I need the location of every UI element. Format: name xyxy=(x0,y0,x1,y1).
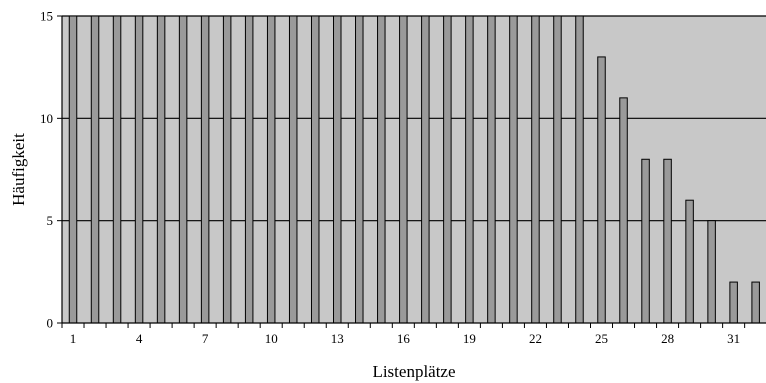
bar xyxy=(597,56,606,324)
x-tick-label: 31 xyxy=(727,331,740,346)
bar xyxy=(553,15,562,324)
bar xyxy=(531,15,540,324)
x-tick-label: 7 xyxy=(202,331,209,346)
bar xyxy=(663,158,672,324)
bar xyxy=(377,15,386,324)
bar xyxy=(156,15,166,324)
bar xyxy=(68,15,78,324)
y-tick-label: 15 xyxy=(40,9,53,24)
bar xyxy=(619,97,628,324)
bar xyxy=(685,199,694,324)
bar xyxy=(134,15,144,324)
bar xyxy=(333,15,342,324)
bar xyxy=(641,158,650,324)
bar xyxy=(178,15,188,324)
bar xyxy=(465,15,474,324)
bar xyxy=(751,281,760,324)
y-tick-label: 5 xyxy=(47,213,54,228)
x-tick-label: 22 xyxy=(529,331,542,346)
bar xyxy=(399,15,408,324)
x-tick-label: 1 xyxy=(70,331,77,346)
x-tick-label: 25 xyxy=(595,331,608,346)
bar xyxy=(421,15,430,324)
x-axis-title: Listenplätze xyxy=(372,362,455,381)
y-tick-labels: 0 5 10 15 xyxy=(40,9,53,331)
axes xyxy=(57,15,766,328)
bar xyxy=(487,15,496,324)
y-tick-label: 0 xyxy=(47,316,54,331)
bar xyxy=(222,15,232,324)
bar xyxy=(310,15,320,324)
bar xyxy=(90,15,100,324)
bar xyxy=(575,15,584,324)
x-tick-label: 19 xyxy=(463,331,476,346)
bar xyxy=(266,15,276,324)
x-tick-label: 10 xyxy=(265,331,278,346)
x-tick-label: 13 xyxy=(331,331,344,346)
bar xyxy=(355,15,364,324)
bar xyxy=(729,281,738,324)
bar xyxy=(112,15,122,324)
x-tick-labels: 1 4 7 10 13 16 19 22 25 28 31 xyxy=(70,331,740,346)
y-axis-title: Häufigkeit xyxy=(9,133,28,206)
bar xyxy=(200,15,210,324)
plot-area xyxy=(62,16,766,323)
x-tick-label: 4 xyxy=(136,331,143,346)
bar xyxy=(707,220,716,324)
x-tick-label: 28 xyxy=(661,331,674,346)
y-tick-label: 10 xyxy=(40,111,53,126)
bar xyxy=(244,15,254,324)
bar xyxy=(288,15,298,324)
x-tick-label: 16 xyxy=(397,331,411,346)
bar xyxy=(443,15,452,324)
bar xyxy=(509,15,518,324)
